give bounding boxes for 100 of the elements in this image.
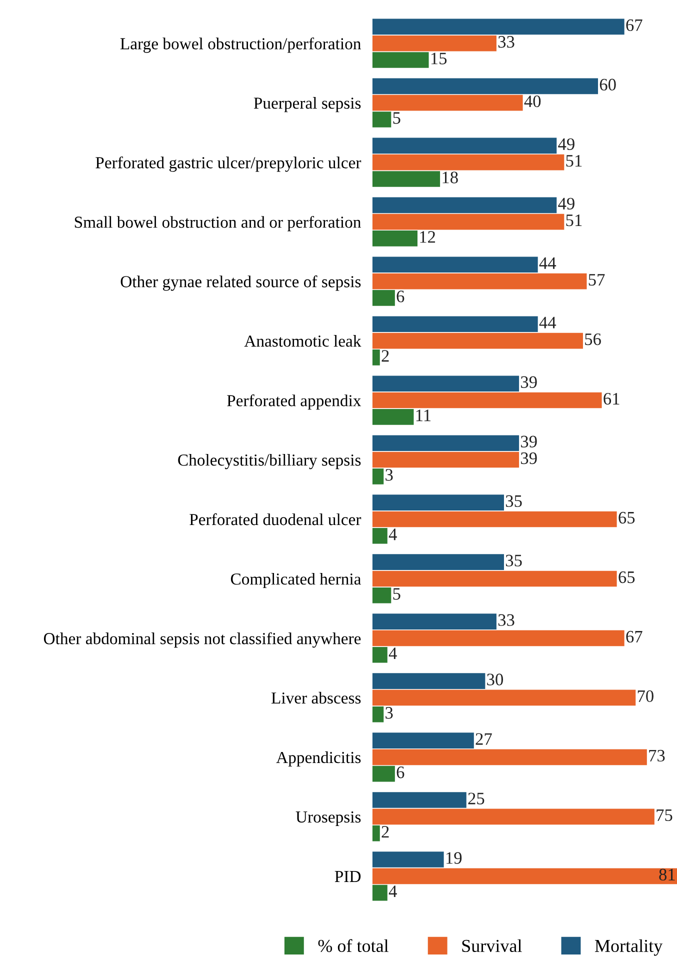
bar xyxy=(372,808,654,825)
data-label: 65 xyxy=(618,571,635,584)
data-label: 35 xyxy=(506,495,522,507)
bar xyxy=(372,690,636,706)
data-label: 33 xyxy=(498,36,514,48)
data-label: 19 xyxy=(446,852,462,864)
data-label: 30 xyxy=(487,674,504,686)
bar xyxy=(372,749,647,766)
y-tick-label: Perforated appendix xyxy=(227,394,362,410)
bar xyxy=(372,732,474,748)
bar xyxy=(372,511,617,528)
data-label: 61 xyxy=(604,392,620,405)
y-tick-label: Anastomotic leak xyxy=(244,335,362,347)
data-label: 51 xyxy=(566,214,582,226)
bar xyxy=(372,494,504,510)
bar xyxy=(372,214,564,230)
bar xyxy=(372,646,388,663)
y-tick-label: Small bowel obstruction and or perforation xyxy=(74,216,361,232)
bar xyxy=(372,18,624,35)
bar xyxy=(372,868,677,884)
bar xyxy=(372,392,602,408)
y-tick-label: Other abdominal sepsis not classified anywhere xyxy=(44,632,361,648)
data-label: 6 xyxy=(396,766,404,778)
bar xyxy=(372,376,520,392)
data-label: 15 xyxy=(431,52,447,64)
bar xyxy=(372,673,486,689)
data-label: 35 xyxy=(506,554,522,566)
y-tick-label: Appendicitis xyxy=(276,751,361,767)
bar xyxy=(372,52,429,68)
bar xyxy=(372,112,392,128)
bar xyxy=(372,706,384,722)
data-label: 67 xyxy=(626,630,642,643)
data-label: 5 xyxy=(393,112,400,124)
bar xyxy=(372,197,557,214)
y-tick-label: Perforated duodenal ulcer xyxy=(190,513,362,526)
bar xyxy=(372,154,564,170)
data-label: 3 xyxy=(386,707,393,719)
bar xyxy=(372,230,418,246)
bar xyxy=(372,614,496,630)
data-label: 11 xyxy=(416,410,431,422)
y-tick-label: Cholecystitis/billiary sepsis xyxy=(178,454,361,470)
bar xyxy=(372,468,384,484)
bar xyxy=(372,171,440,187)
data-label: 44 xyxy=(539,316,556,328)
data-label: 39 xyxy=(520,376,537,388)
data-label: 75 xyxy=(656,809,672,822)
data-label: 81 xyxy=(659,868,675,881)
bar xyxy=(372,35,496,52)
data-label: 5 xyxy=(393,588,400,600)
bar xyxy=(372,138,557,154)
y-tick-label: Perforated gastric ulcer/prepyloric ulcer xyxy=(96,156,362,172)
data-label: 51 xyxy=(566,155,582,167)
data-label: 49 xyxy=(558,138,574,150)
legend-label: Survival xyxy=(462,939,522,952)
bar xyxy=(372,409,414,425)
legend-label: Mortality xyxy=(594,939,663,956)
bar xyxy=(372,290,395,306)
data-label: 39 xyxy=(520,436,537,448)
data-label: 44 xyxy=(539,257,556,269)
data-label: 3 xyxy=(386,469,393,481)
bar xyxy=(372,570,617,587)
data-label: 57 xyxy=(588,274,605,286)
data-label: 2 xyxy=(382,826,389,838)
bar xyxy=(372,587,392,604)
y-tick-label: Puerperal sepsis xyxy=(254,97,361,112)
data-label: 67 xyxy=(626,19,642,32)
legend-label: % of total xyxy=(318,939,388,952)
y-tick-label: Liver abscess xyxy=(271,692,361,704)
data-label: 2 xyxy=(382,350,389,362)
data-label: 60 xyxy=(600,78,616,91)
data-label: 33 xyxy=(498,614,514,626)
bar xyxy=(372,350,380,366)
bar xyxy=(372,884,388,901)
data-label: 65 xyxy=(618,512,635,524)
bar xyxy=(372,630,624,646)
bar xyxy=(372,435,520,452)
data-label: 39 xyxy=(520,452,537,464)
y-tick-label: PID xyxy=(334,871,361,882)
data-label: 4 xyxy=(388,886,397,897)
y-tick-label: Large bowel obstruction/perforation xyxy=(120,37,361,53)
bar xyxy=(372,528,388,544)
bar xyxy=(372,792,466,808)
bar xyxy=(372,94,523,111)
data-label: 4 xyxy=(388,648,397,660)
bar xyxy=(372,273,587,290)
data-label: 27 xyxy=(476,733,492,745)
data-label: 70 xyxy=(638,690,654,702)
data-label: 56 xyxy=(585,333,601,346)
bar xyxy=(372,766,395,782)
data-label: 4 xyxy=(388,528,397,540)
bar xyxy=(372,852,444,868)
bar xyxy=(372,78,598,94)
bar xyxy=(372,452,520,468)
bar xyxy=(372,316,538,332)
data-label: 73 xyxy=(649,750,665,762)
bar xyxy=(372,554,504,570)
data-label: 12 xyxy=(420,231,436,243)
data-label: 6 xyxy=(396,290,404,302)
data-label: 25 xyxy=(468,792,484,804)
data-label: 40 xyxy=(524,95,541,108)
